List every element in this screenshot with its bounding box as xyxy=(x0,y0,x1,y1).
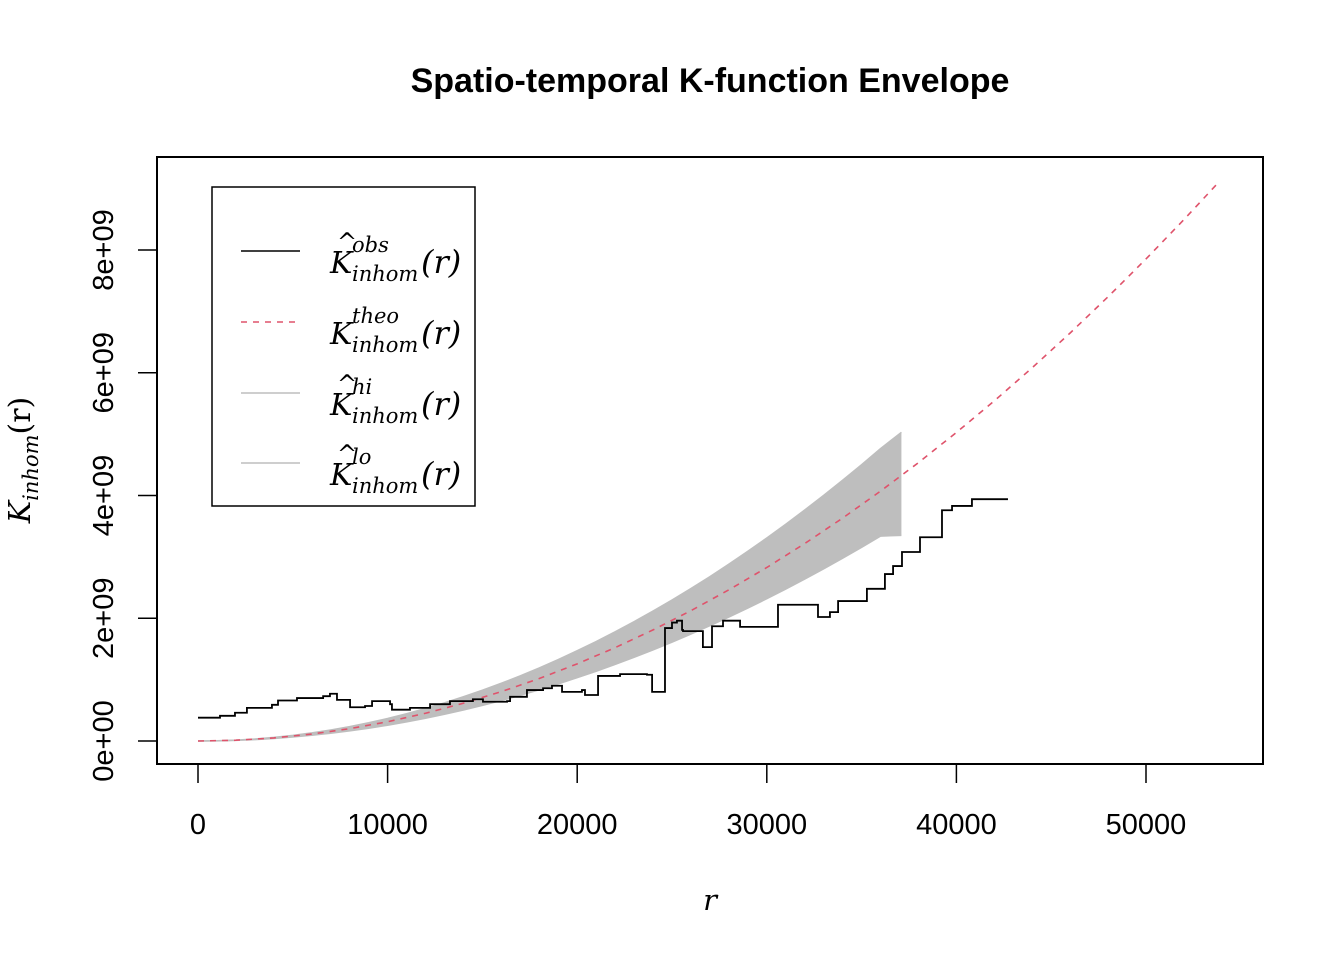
legend-argument: (r) xyxy=(421,243,461,281)
legend-item-hi: ^Khi inhom (r) xyxy=(241,370,461,428)
legend-argument: (r) xyxy=(421,314,461,352)
legend-subscript: inhom xyxy=(352,474,418,498)
x-tick-label: 10000 xyxy=(347,809,428,841)
y-tick-label: 6e+09 xyxy=(88,332,120,413)
legend-argument: (r) xyxy=(421,455,461,493)
x-tick-label: 20000 xyxy=(537,809,618,841)
x-tick-label: 0 xyxy=(190,809,206,841)
series-theo-line xyxy=(197,182,1219,742)
y-label-main: K xyxy=(3,499,38,524)
legend-item-lo: ^Klo inhom (r) xyxy=(241,440,461,498)
legend-superscript: obs xyxy=(352,233,389,257)
hat-accent: ^ xyxy=(337,228,357,256)
legend-symbol: K xyxy=(329,317,354,352)
hat-accent: ^ xyxy=(337,370,357,398)
hat-accent: ^ xyxy=(337,440,357,468)
legend-symbol: K xyxy=(329,458,354,493)
y-tick-label: 8e+09 xyxy=(88,209,120,290)
legend-argument: (r) xyxy=(421,385,461,423)
x-tick-label: 50000 xyxy=(1106,809,1187,841)
envelope-band xyxy=(198,432,902,741)
x-axis-label: r xyxy=(703,883,719,917)
legend-symbol: K xyxy=(329,388,354,423)
legend-box xyxy=(211,186,476,507)
legend-superscript: hi xyxy=(352,375,372,399)
series-lo-line xyxy=(197,534,902,742)
series-obs-line xyxy=(198,498,1008,719)
legend-subscript: inhom xyxy=(352,262,418,286)
legend-symbol: K xyxy=(329,246,354,281)
chart-title: Spatio-temporal K-function Envelope xyxy=(411,62,1010,100)
series-hi-line xyxy=(197,431,902,742)
y-label-sub: inhom xyxy=(19,435,43,501)
y-tick-label: 2e+09 xyxy=(88,578,120,659)
legend-subscript: inhom xyxy=(352,404,418,428)
y-axis-label: Kinhom(r) xyxy=(3,397,43,525)
legend-superscript: theo xyxy=(352,304,399,328)
x-tick-label: 40000 xyxy=(916,809,997,841)
y-tick-label: 4e+09 xyxy=(88,455,120,536)
y-tick-label: 0e+00 xyxy=(88,700,120,781)
y-axis: 0e+00 2e+09 4e+09 6e+09 8e+09 xyxy=(88,209,158,782)
x-axis: 0 10000 20000 30000 40000 50000 xyxy=(190,763,1187,841)
legend-superscript: lo xyxy=(352,445,371,469)
y-label-arg: (r) xyxy=(3,397,38,435)
plot-area xyxy=(197,182,1219,742)
legend-subscript: inhom xyxy=(352,333,418,357)
x-tick-label: 30000 xyxy=(726,809,807,841)
